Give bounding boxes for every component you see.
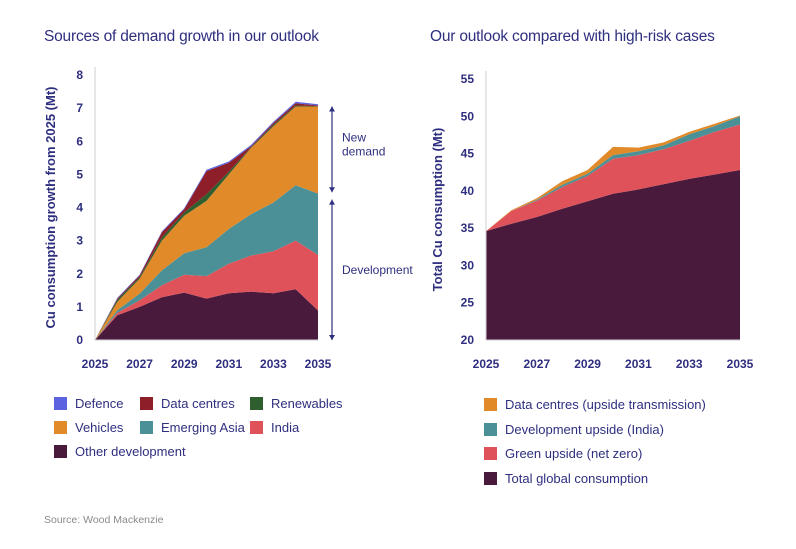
x-tick-label: 2025 [473,357,500,371]
legend-label: Green upside (net zero) [505,446,643,461]
legend-swatch [140,421,153,434]
y-tick-label: 55 [461,72,475,86]
y-tick-label: 7 [76,101,83,115]
x-tick-label: 2033 [676,357,703,371]
area-development-upside-india [486,116,740,232]
x-tick-label: 2027 [523,357,550,371]
legend-swatch [484,447,497,460]
x-tick-label: 2029 [171,357,198,371]
y-tick-label: 3 [76,234,83,248]
area-india [95,240,318,340]
y-tick-label: 45 [461,147,475,161]
area-vehicles [95,106,318,340]
y-tick-label: 35 [461,221,475,235]
area-green-upside-net-zero [486,124,740,232]
legend-label: Data centres [161,396,235,411]
legend-item: Data centres (upside transmission) [484,397,706,412]
x-tick-label: 2035 [727,357,754,371]
legend-swatch [484,398,497,411]
legend-label: Other development [75,444,186,459]
legend-label: Total global consumption [505,470,649,486]
legend-item: Green upside (net zero) [484,446,642,461]
x-tick-label: 2027 [126,357,153,371]
annotation-label: Development [342,263,413,277]
legend-item: Total global consumption [484,471,648,486]
legend-item: Vehicles [54,420,123,435]
legend-swatch [140,397,153,410]
y-axis-label: Total Cu consumption (Mt) [430,128,445,292]
x-tick-label: 2031 [215,357,242,371]
legend-label: Data centres (upside transmission) [505,397,706,412]
legend-item: Development upside (India) [484,422,664,437]
y-tick-label: 2 [76,267,83,281]
y-axis-label: Cu consumption growth from 2025 (Mt) [43,87,58,329]
x-tick-label: 2025 [82,357,109,371]
x-tick-label: 2031 [625,357,652,371]
legend-label: Development upside (India) [505,421,664,437]
legend-item: India [250,420,299,435]
legend-swatch [250,397,263,410]
legend-label: Emerging Asia [161,420,245,435]
x-tick-label: 2029 [574,357,601,371]
legend-swatch [484,471,497,485]
left-chart: 0 1 2 3 4 5 6 7 8 2025 2027 2029 2031 2033 2035 Cu cons… [43,67,413,371]
legend-label: Defence [75,396,124,411]
legend-swatch [54,421,67,434]
y-tick-label: 4 [76,201,83,215]
y-tick-label: 40 [461,184,475,198]
arrow-up-icon [329,106,335,112]
source-note: Source: Wood Mackenzie [44,514,164,526]
y-tick-label: 1 [76,300,83,314]
y-tick-label: 30 [461,258,475,272]
x-tick-label: 2035 [305,357,332,371]
y-tick-label: 5 [76,167,83,181]
y-tick-label: 8 [76,68,83,82]
legend-item: Other development [54,444,186,459]
area-emerging-asia [95,185,318,340]
legend-swatch [54,397,67,410]
y-tick-label: 0 [76,333,83,347]
legend-item: Data centres [140,396,235,411]
legend-swatch [54,445,67,458]
area-total-global-consumption [486,170,740,340]
legend-item: Defence [54,396,123,411]
y-tick-label: 20 [461,333,475,347]
arrow-up-icon [329,199,335,205]
arrow-down-icon [329,335,335,340]
left-chart-title: Sources of demand growth in our outlook [44,28,319,45]
y-tick-label: 50 [461,109,475,123]
area-other-development [95,289,318,340]
y-tick-label: 6 [76,134,83,148]
legend-swatch [250,421,263,434]
legend-label: Vehicles [75,420,124,435]
annotation-label: New [342,130,366,144]
legend-swatch [484,422,497,436]
right-chart-title: Our outlook compared with high-risk case… [430,28,715,45]
annotation-label: demand [342,144,385,158]
x-tick-label: 2033 [260,357,287,371]
legend-item: Renewables [250,396,343,411]
legend-item: Emerging Asia [140,420,245,435]
legend-label: Renewables [271,396,343,411]
arrow-down-icon [329,187,335,193]
legend-label: India [271,420,300,435]
y-tick-label: 25 [461,296,475,310]
